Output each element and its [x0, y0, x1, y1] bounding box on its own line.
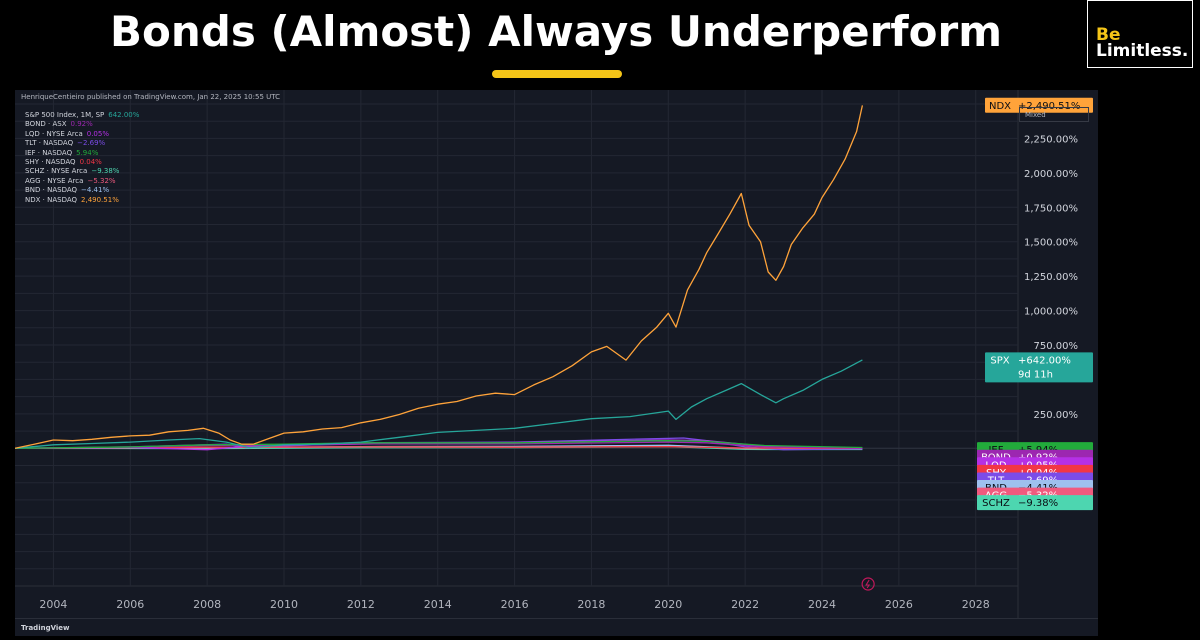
legend-item[interactable]: SHY · NASDAQ 0.04%: [25, 158, 139, 167]
x-axis: 2004 2006 2008 2010 2012 2014 2016 2018 2020 2022…: [39, 598, 989, 611]
chart-svg: 2004 2006 2008 2010 2012 2014 2016 2018 2020 2022…: [15, 90, 1093, 618]
x-tick-label: 2008: [193, 598, 221, 611]
series-layer: [15, 105, 864, 451]
legend-item[interactable]: LQD · NYSE Arca 0.05%: [25, 130, 139, 139]
scale-mode-button[interactable]: Mixed: [1019, 107, 1089, 122]
x-tick-label: 2014: [424, 598, 452, 611]
legend-item-value: 2,490.51%: [81, 195, 119, 204]
series-line-ief: [15, 440, 863, 449]
tradingview-logo: TradingView: [21, 624, 70, 632]
y-tick-label: 2,000.00%: [1024, 169, 1078, 180]
series-line-spx: [15, 359, 863, 449]
price-tag-bg: [977, 495, 1093, 511]
y-tick-label: 1,250.00%: [1024, 272, 1078, 283]
y-tick-label: 1,500.00%: [1024, 238, 1078, 249]
x-tick-label: 2006: [116, 598, 144, 611]
x-tick-label: 2026: [885, 598, 913, 611]
legend-item-value: 5.94%: [76, 148, 99, 157]
legend-item-name: BOND · ASX: [25, 120, 67, 129]
legend-item-value: 642.00%: [108, 111, 140, 119]
legend-item[interactable]: BND · NASDAQ −4.41%: [25, 186, 139, 195]
price-tag-spx: SPX +642.00% 9d 11h: [985, 352, 1093, 383]
y-tick-label: 2,250.00%: [1024, 134, 1078, 145]
y-tick-label: 1,000.00%: [1024, 307, 1078, 318]
y-tick-label: 750.00%: [1034, 341, 1079, 352]
legend-item-name: TLT · NASDAQ: [25, 139, 74, 148]
lightning-icon[interactable]: [861, 577, 875, 591]
legend-item-name: S&P 500 Index, 1M, SP: [25, 111, 105, 119]
series-line-ndx: [15, 105, 864, 449]
legend-item-value: 0.05%: [86, 129, 109, 138]
price-tag-bg: [985, 97, 1093, 113]
legend-item[interactable]: IEF · NASDAQ 5.94%: [25, 149, 139, 158]
legend-list: S&P 500 Index, 1M, SP 642.00% BOND · ASX 0.…: [25, 111, 139, 205]
x-tick-label: 2016: [501, 598, 529, 611]
headline: Bonds (Almost) Always Underperform: [110, 7, 1002, 56]
price-tag-bg: [985, 352, 1093, 383]
x-tick-label: 2028: [962, 598, 990, 611]
legend-item[interactable]: SCHZ · NYSE Arca −9.38%: [25, 167, 139, 176]
legend-item-name: LQD · NYSE Arca: [25, 129, 83, 138]
price-tag-name: NDX: [989, 101, 1011, 112]
y-axis: 250.00% 750.00% 1,000.00% 1,250.00% 1,500.00…: [1024, 134, 1078, 420]
x-tick-label: 2004: [39, 598, 67, 611]
x-tick-label: 2020: [654, 598, 682, 611]
legend-item-value: −2.69%: [77, 139, 106, 148]
legend-item[interactable]: S&P 500 Index, 1M, SP 642.00%: [25, 111, 139, 120]
publisher-line: HenriqueCentieiro published on TradingVi…: [21, 93, 280, 101]
brand-logo: Be Limitless.: [1087, 0, 1193, 68]
tradingview-chart-panel: 2004 2006 2008 2010 2012 2014 2016 2018 2020 2022…: [15, 90, 1098, 636]
x-tick-label: 2012: [347, 598, 375, 611]
legend-item-value: −9.38%: [91, 167, 120, 176]
legend-item-name: SCHZ · NYSE Arca: [25, 167, 88, 176]
price-tag-name: SPX: [990, 355, 1009, 366]
legend-item-name: NDX · NASDAQ: [25, 195, 78, 204]
y-tick-label: 250.00%: [1034, 410, 1079, 421]
series-line-shy: [15, 445, 863, 449]
legend-item-value: −4.41%: [81, 186, 110, 195]
legend-item-name: BND · NASDAQ: [25, 186, 78, 195]
price-tag-name: SCHZ: [982, 498, 1010, 509]
price-tag-ndx: NDX +2,490.51%: [985, 97, 1093, 113]
legend-item-name: IEF · NASDAQ: [25, 148, 73, 157]
x-tick-label: 2018: [577, 598, 605, 611]
legend-item-name: SHY · NASDAQ: [25, 158, 76, 167]
price-tag-value: +642.00%: [1018, 355, 1071, 366]
x-tick-label: 2010: [270, 598, 298, 611]
brand-logo-line2: Limitless.: [1096, 41, 1189, 61]
legend-item[interactable]: BOND · ASX 0.92%: [25, 120, 139, 129]
headline-underline: [492, 70, 622, 78]
y-tick-label: 1,750.00%: [1024, 203, 1078, 214]
legend-item-name: AGG · NYSE Arca: [25, 176, 84, 185]
legend-item-value: 0.92%: [70, 120, 93, 129]
legend-item-value: 0.04%: [79, 158, 102, 167]
price-tag-schz: SCHZ −9.38%: [977, 495, 1093, 511]
legend-item-value: −5.32%: [87, 176, 116, 185]
legend-item[interactable]: NDX · NASDAQ 2,490.51%: [25, 196, 139, 205]
legend-item[interactable]: TLT · NASDAQ −2.69%: [25, 139, 139, 148]
footer-bar: TradingView: [15, 618, 1098, 636]
brand-logo-line1: Be: [1096, 25, 1121, 45]
legend-item[interactable]: AGG · NYSE Arca −5.32%: [25, 177, 139, 186]
grid-layer: [15, 90, 1019, 618]
lightning-icon-glyph: [865, 579, 871, 589]
x-tick-label: 2024: [808, 598, 836, 611]
x-tick-label: 2022: [731, 598, 759, 611]
price-tags: NDX+2,490.51%SPX+642.00%9d 11hIEF+5.94%B…: [861, 97, 1093, 591]
price-tag-value: +2,490.51%: [1018, 101, 1080, 112]
price-tag-countdown: 9d 11h: [1018, 369, 1053, 380]
price-tag-value: −9.38%: [1018, 498, 1058, 509]
